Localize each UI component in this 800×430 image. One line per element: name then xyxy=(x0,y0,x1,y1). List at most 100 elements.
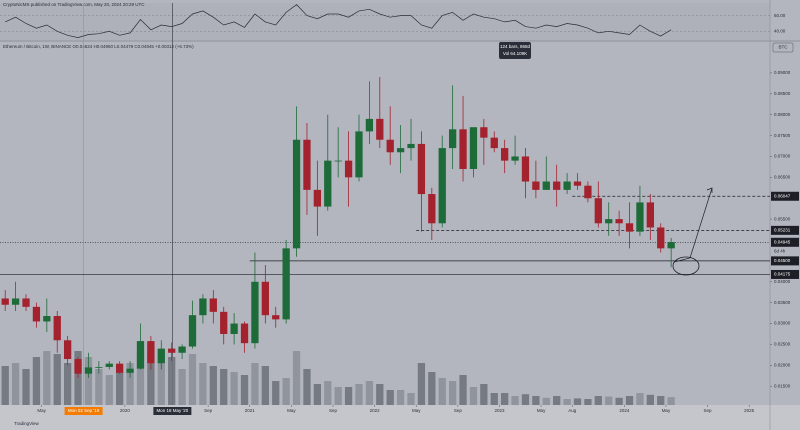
x-tick-label: 2024 xyxy=(619,408,630,413)
candle-body xyxy=(199,298,207,316)
volume-bar xyxy=(261,366,269,405)
candle-body xyxy=(168,348,176,353)
volume-bar xyxy=(376,384,384,405)
volume-bar xyxy=(501,393,509,405)
volume-bar xyxy=(105,375,113,405)
x-tick-label: 2021 xyxy=(245,408,256,413)
volume-bar xyxy=(220,369,228,405)
currency: BTC xyxy=(779,45,789,50)
logo: TradingView xyxy=(14,421,40,426)
volume-bar xyxy=(605,396,613,405)
candle-body xyxy=(1,298,9,305)
volume-bar xyxy=(303,369,311,405)
candle-body xyxy=(240,323,249,344)
candle-body xyxy=(532,181,540,190)
volume-bar xyxy=(365,381,374,405)
volume-bar xyxy=(490,393,498,405)
candle-body xyxy=(63,340,72,360)
y-tick-label: 0.02500 xyxy=(774,342,791,347)
rsi-line xyxy=(5,4,672,38)
volume-bar xyxy=(542,397,550,405)
level-label-box xyxy=(771,269,799,279)
plot: 60.00 40.00 0.09000 0.08500 0.08000 0.07500 0.… xyxy=(0,3,799,415)
measure-bars: 124 bars, 868d xyxy=(500,44,531,49)
candle-body xyxy=(573,181,582,186)
y-tick-label: 0.09000 xyxy=(774,70,791,75)
y-tick-label: 0.02000 xyxy=(774,363,791,368)
candle-body xyxy=(126,368,134,373)
level-label: 0.06047 xyxy=(774,193,791,198)
y-tick-label: 0.07000 xyxy=(774,154,791,159)
candle-body xyxy=(95,366,103,368)
y-tick-label: 0.03000 xyxy=(774,321,791,326)
candle-body xyxy=(636,202,644,232)
candle-body xyxy=(32,306,41,322)
x-tick-label: 2022 xyxy=(370,408,381,413)
measure-box xyxy=(499,42,531,59)
level-label-box xyxy=(771,225,799,235)
candle-body xyxy=(292,139,301,249)
volume-bar xyxy=(511,396,519,405)
x-tick-label: Sep xyxy=(704,408,713,413)
volume-bar xyxy=(594,396,602,405)
volume-bar xyxy=(615,397,623,405)
volume-bar xyxy=(95,369,103,405)
candle-body xyxy=(490,137,498,149)
candle-body xyxy=(147,341,155,364)
candle-body xyxy=(43,316,51,322)
volume-bar xyxy=(636,393,644,405)
y-tick-label: 0.03500 xyxy=(774,300,791,305)
arrow-head xyxy=(706,187,713,193)
volume-bar xyxy=(199,363,207,405)
volume-bar xyxy=(240,375,249,405)
level-label-box xyxy=(771,191,799,201)
volume-bar xyxy=(334,387,342,405)
volume-bar xyxy=(147,345,155,405)
candle-body xyxy=(501,148,509,161)
level-label-box xyxy=(771,256,799,266)
y-tick-label: 0.04000 xyxy=(774,279,791,284)
x-tick-label: Sep xyxy=(329,408,338,413)
candle-body xyxy=(116,363,124,373)
candle-body xyxy=(282,248,290,320)
candle-body xyxy=(324,160,332,207)
candle-body xyxy=(438,148,446,224)
y-tick-label: 0.06500 xyxy=(774,175,791,180)
volume-bar xyxy=(657,396,665,405)
y-tick-label: 0.07500 xyxy=(774,133,791,138)
x-tick-label: May xyxy=(537,408,546,413)
level-label: 0.04175 xyxy=(774,272,791,277)
volume-bar xyxy=(563,399,571,405)
annotation-ellipse xyxy=(672,256,700,276)
volume-bar xyxy=(313,384,322,405)
volume-bar xyxy=(168,357,176,405)
volume-bar xyxy=(646,394,654,405)
candle-body xyxy=(469,127,478,169)
candle-body xyxy=(563,181,571,190)
volume-bar xyxy=(188,354,197,405)
volume-bar xyxy=(344,387,353,405)
volume-bar xyxy=(292,351,301,405)
volume-bar xyxy=(1,366,9,405)
candle-body xyxy=(365,118,374,132)
volume-bar xyxy=(282,378,290,405)
x-tick-label: Mon 18 May '20 xyxy=(156,408,188,413)
candle-body xyxy=(407,143,415,149)
candle-body xyxy=(646,202,654,228)
volume-bar xyxy=(251,363,259,405)
candle-body xyxy=(428,194,436,224)
volume-bar xyxy=(11,363,20,405)
candle-body xyxy=(230,323,238,334)
volume-bar xyxy=(272,381,280,405)
candle-body xyxy=(136,341,145,369)
x-tick-label: May xyxy=(37,408,46,413)
candle-body xyxy=(188,315,197,347)
candle-body xyxy=(396,148,405,153)
candle-body xyxy=(542,181,550,190)
volume-bar xyxy=(438,378,446,405)
x-tick-label: Sep xyxy=(454,408,463,413)
volume-bar xyxy=(22,369,30,405)
y-tick-label: 0.08000 xyxy=(774,112,791,117)
level-label: 0.05231 xyxy=(774,228,791,233)
